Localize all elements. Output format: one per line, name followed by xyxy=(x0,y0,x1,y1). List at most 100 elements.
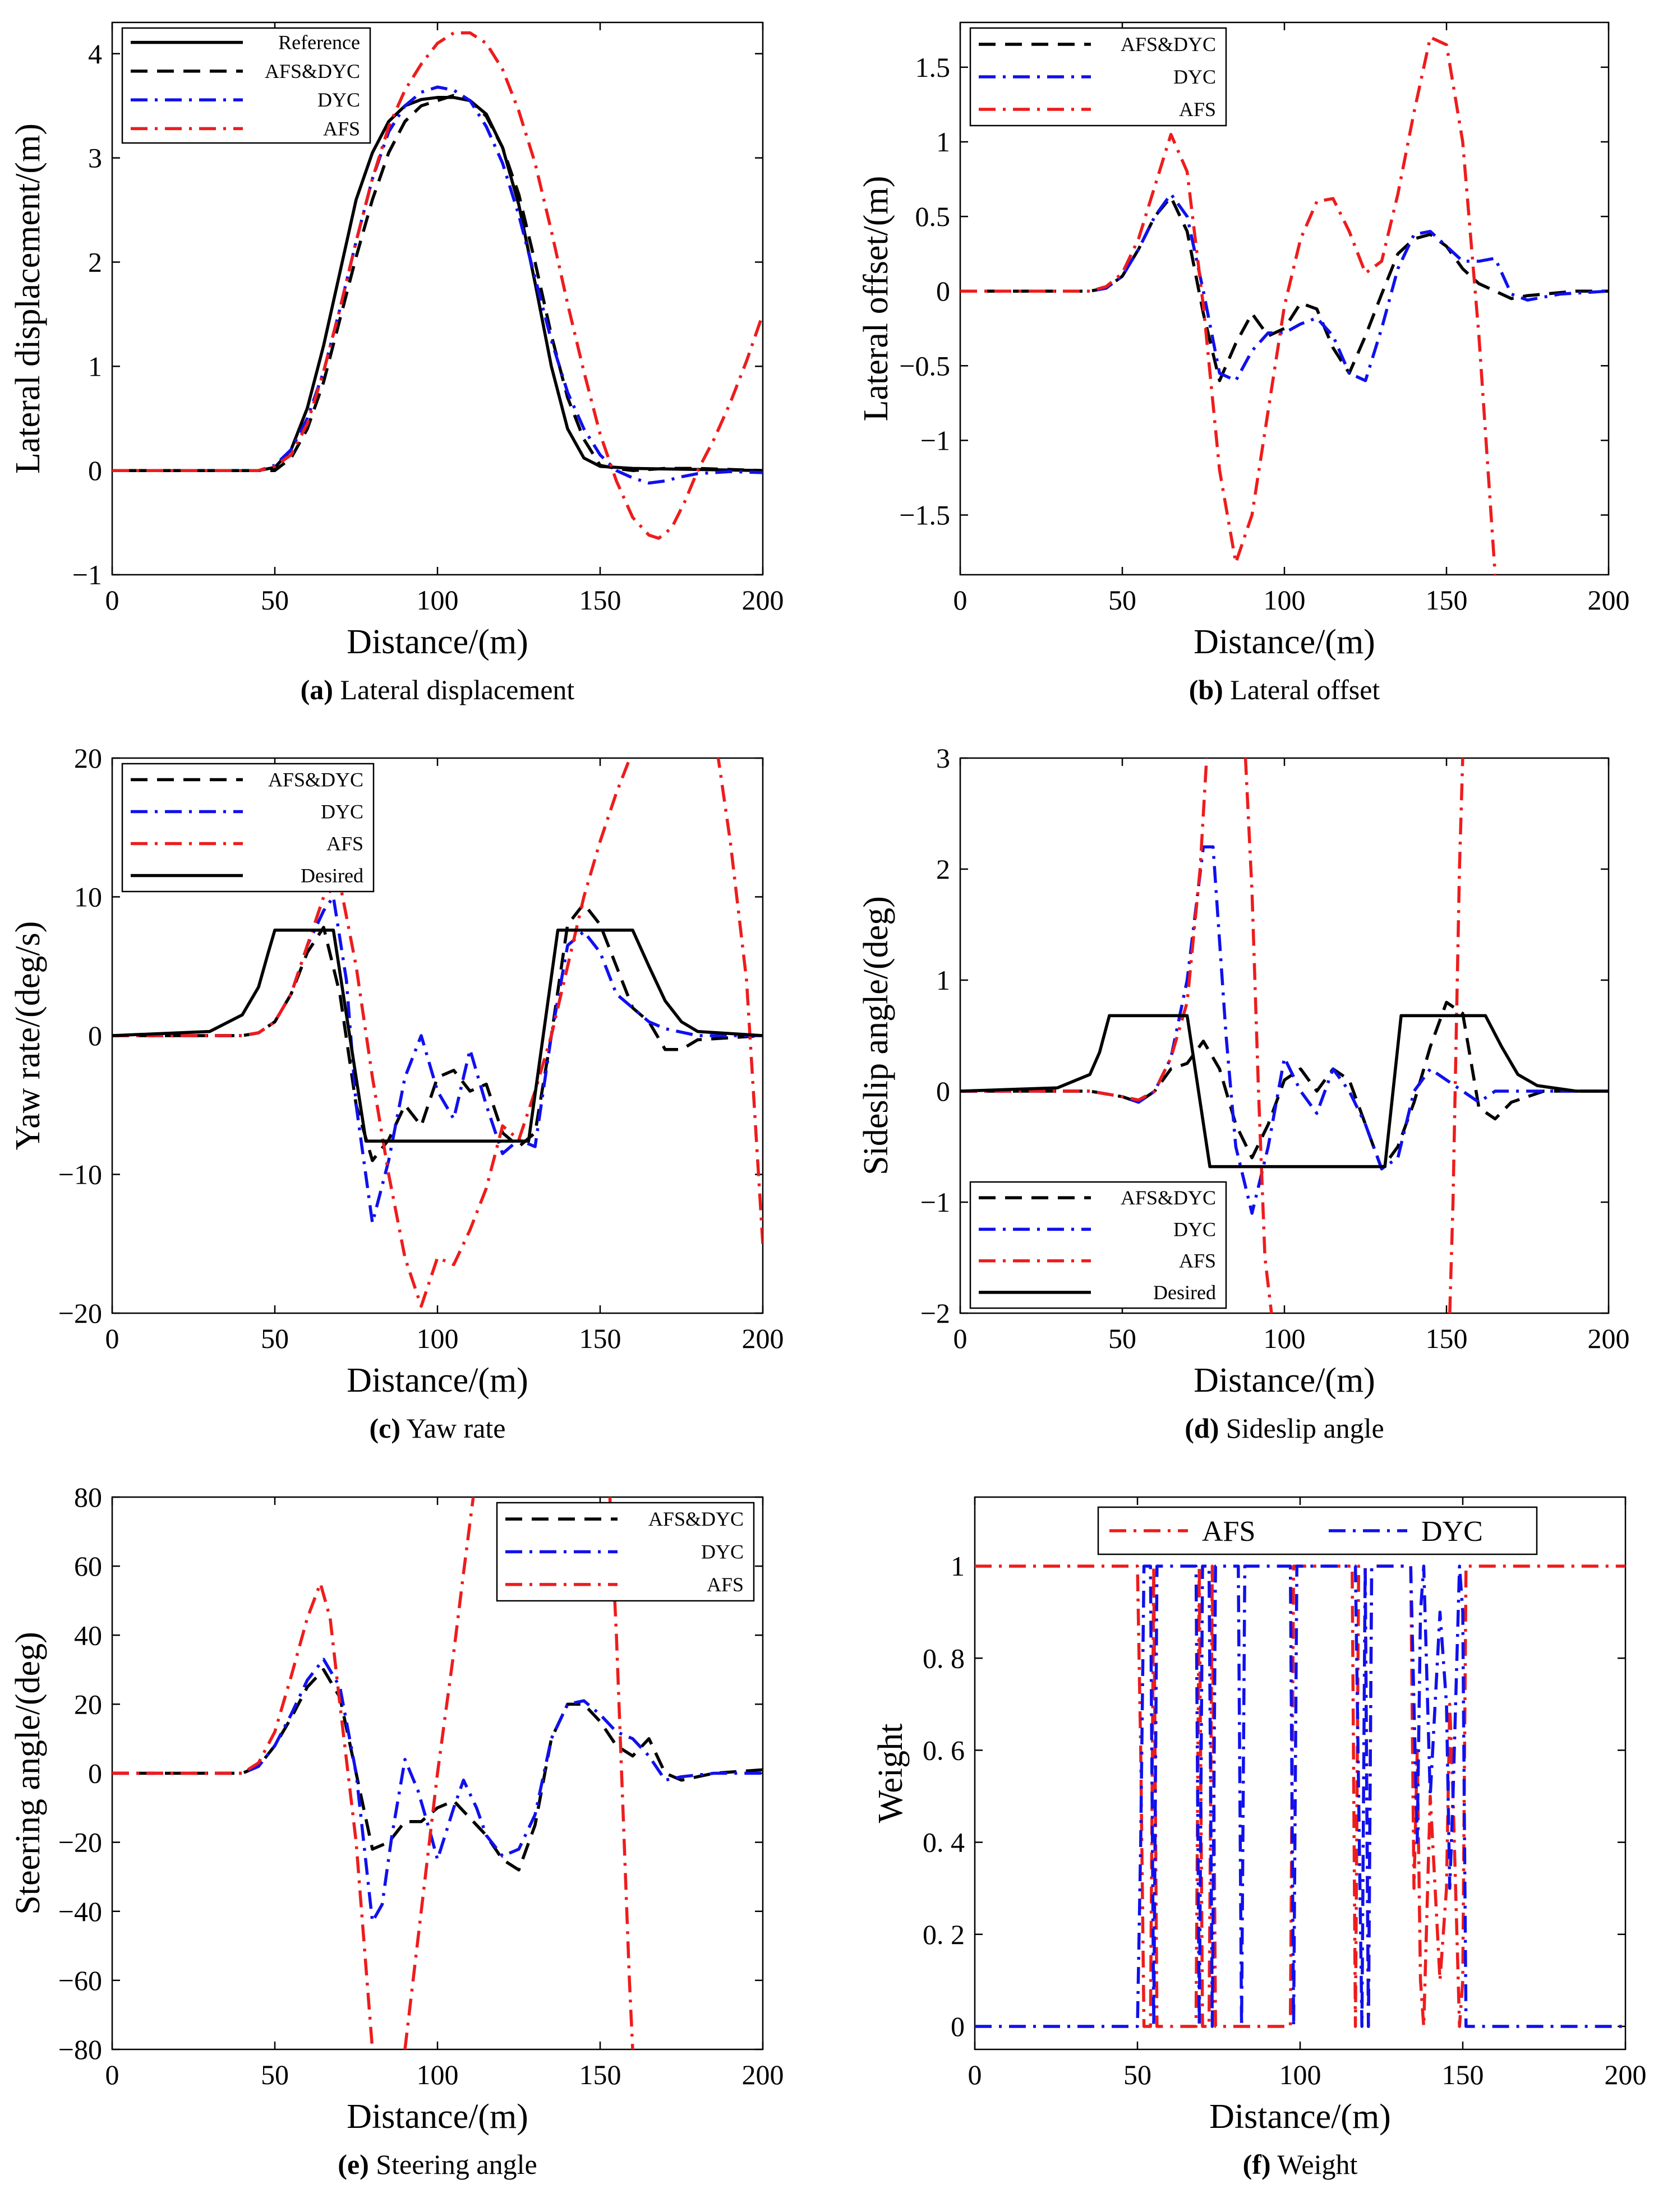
caption-text: Sideslip angle xyxy=(1219,1412,1384,1444)
legend-label: DYC xyxy=(321,801,363,823)
legend-label: AFS xyxy=(1179,98,1216,121)
series-line-afs xyxy=(112,31,763,540)
x-tick-label: 100 xyxy=(417,2059,459,2090)
legend-label: DYC xyxy=(317,89,360,111)
legend: AFS DYC xyxy=(1097,1506,1538,1555)
series-line-dyc xyxy=(960,192,1609,382)
x-tick-label: 0 xyxy=(953,584,968,616)
y-tick-label: 40 xyxy=(74,1619,102,1651)
chart-e: 0 50 100 150 200 −80 −60 −40 −20 0 20 40 60 80 Distanc… xyxy=(9,1481,784,2180)
y-axis-label: Lateral offset/(m) xyxy=(857,176,895,422)
series-group xyxy=(960,758,1609,1313)
y-tick-label: 3 xyxy=(936,742,950,774)
series-line-dyc xyxy=(112,1657,763,1923)
caption: (a) Lateral displacement xyxy=(301,674,575,705)
legend-label: DYC xyxy=(1421,1516,1483,1548)
y-tick-label: −20 xyxy=(58,1827,102,1858)
legend-label: DYC xyxy=(1173,66,1216,88)
caption: (c) Yaw rate xyxy=(370,1412,506,1444)
x-tick-label: 0 xyxy=(968,2059,982,2090)
series-line-reference xyxy=(112,96,763,472)
y-tick-label: 20 xyxy=(74,1688,102,1720)
caption-letter: (d) xyxy=(1185,1412,1219,1444)
y-tick-label: 0 xyxy=(936,1075,950,1107)
series-line-afs-dyc xyxy=(112,902,763,1162)
y-tick-label: 20 xyxy=(74,742,102,774)
legend-label: AFS&DYC xyxy=(1121,33,1216,56)
y-tick-label: 10 xyxy=(74,881,102,913)
y-tick-label: −0.5 xyxy=(899,350,950,381)
legend-label: Reference xyxy=(278,31,360,54)
series-line-dyc xyxy=(112,895,763,1225)
x-axis-label: Distance/(m) xyxy=(1209,2098,1391,2136)
x-axis-label: Distance/(m) xyxy=(347,623,528,661)
y-tick-label: −60 xyxy=(58,1965,102,1996)
x-tick-label: 50 xyxy=(1123,2059,1151,2090)
caption-text: Weight xyxy=(1271,2149,1358,2180)
series-line-afs-dyc xyxy=(112,1668,763,1872)
caption: (d) Sideslip angle xyxy=(1185,1412,1384,1444)
legend-label: AFS xyxy=(323,117,360,140)
y-axis-label: Steering angle/(deg) xyxy=(9,1632,47,1914)
series-line-afs-dyc xyxy=(960,195,1609,382)
y-tick-label: 2 xyxy=(88,246,102,278)
series-line-afs xyxy=(112,758,632,1308)
caption: (f) Weight xyxy=(1243,2149,1358,2180)
legend-label: AFS xyxy=(707,1573,744,1596)
legend: AFS&DYC DYC AFS xyxy=(496,1502,755,1602)
x-tick-label: 150 xyxy=(1426,584,1468,616)
x-tick-label: 100 xyxy=(417,584,459,616)
series-line-afs-dyc xyxy=(960,1000,1609,1171)
legend: AFS&DYC DYC AFS Desired xyxy=(969,1181,1227,1309)
series-line-afs xyxy=(112,1582,374,2049)
legend-label: AFS&DYC xyxy=(265,60,360,82)
series-line-afs xyxy=(960,758,1209,1102)
series-line-afs xyxy=(960,35,1497,575)
y-tick-label: 0.5 xyxy=(915,201,951,232)
y-tick-label: −1 xyxy=(72,559,102,590)
y-axis-label: Sideslip angle/(deg) xyxy=(857,896,895,1175)
series-line-afs xyxy=(975,1564,1625,2028)
chart-b: 0 50 100 150 200 −1.5 −1 −0.5 0 0.5 1 1.5 Distance/(… xyxy=(857,21,1630,705)
series-line-afs-tail xyxy=(716,758,763,1244)
series-line-dyc xyxy=(960,845,1609,1215)
legend: AFS&DYC DYC AFS Desired xyxy=(121,763,375,893)
series-line-afs-end xyxy=(1448,758,1464,1313)
series-line-desired xyxy=(960,1014,1609,1169)
chart-c: 0 50 100 150 200 −20 −10 0 10 20 Distance/(m) Yaw r… xyxy=(9,742,784,1444)
y-tick-label: 1 xyxy=(936,126,950,158)
x-tick-label: 0 xyxy=(953,1323,968,1354)
series-line-dyc xyxy=(112,85,763,485)
x-tick-label: 50 xyxy=(261,1323,289,1354)
series-line-afs-mid xyxy=(403,1497,475,2049)
y-tick-label: 0 xyxy=(951,2011,965,2042)
y-axis-label: Yaw rate/(deg/s) xyxy=(9,921,47,1151)
x-tick-label: 0 xyxy=(105,2059,119,2090)
y-axis-label: Weight xyxy=(872,1724,910,1823)
y-tick-label: −20 xyxy=(58,1297,102,1329)
caption-letter: (f) xyxy=(1243,2149,1271,2180)
legend-label: AFS&DYC xyxy=(268,769,363,791)
caption-text: Yaw rate xyxy=(400,1412,505,1444)
y-tick-label: 0 xyxy=(936,275,950,307)
y-tick-label: 60 xyxy=(74,1550,102,1582)
legend-label: AFS&DYC xyxy=(1121,1186,1216,1209)
y-tick-label: 2 xyxy=(936,853,950,885)
caption-letter: (c) xyxy=(370,1412,401,1444)
x-tick-label: 150 xyxy=(579,584,621,616)
y-tick-label: 1.5 xyxy=(915,52,951,83)
series-line-afs-end xyxy=(608,1497,634,2049)
legend-label: Desired xyxy=(301,865,363,887)
caption-text: Lateral displacement xyxy=(333,674,574,705)
y-tick-label: −1.5 xyxy=(899,500,950,531)
x-tick-label: 100 xyxy=(1264,1323,1306,1354)
caption-letter: (e) xyxy=(338,2149,369,2180)
x-axis-label: Distance/(m) xyxy=(347,1361,528,1400)
y-tick-label: 80 xyxy=(74,1481,102,1513)
y-tick-label: 0 xyxy=(88,1020,102,1051)
legend-label: AFS xyxy=(1179,1250,1216,1272)
x-tick-label: 200 xyxy=(1605,2059,1647,2090)
y-tick-label: 4 xyxy=(88,38,102,70)
x-tick-label: 150 xyxy=(579,1323,621,1354)
